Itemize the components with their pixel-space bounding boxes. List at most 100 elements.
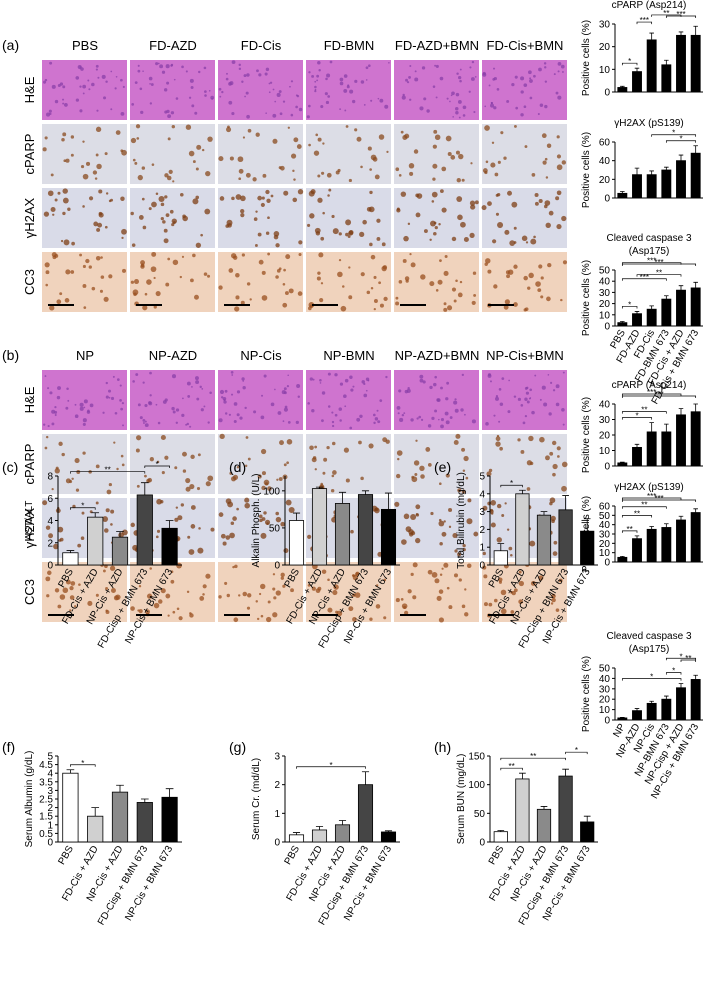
stain-dot xyxy=(272,612,278,618)
stain-dot xyxy=(151,251,157,257)
stain-dot xyxy=(240,208,245,214)
stain-dot xyxy=(360,165,363,169)
stain-dot xyxy=(112,375,115,378)
stain-dot xyxy=(47,570,52,576)
stain-dot xyxy=(144,403,148,408)
stain-dot xyxy=(277,411,282,415)
stain-dot xyxy=(181,65,184,69)
bar xyxy=(661,698,672,721)
stain-dot xyxy=(134,81,138,85)
stain-dot xyxy=(191,104,195,108)
y-tick-label: 100 xyxy=(263,486,280,497)
x-tick-label: NP-Cis + BMN 673 xyxy=(123,844,175,923)
stain-dot xyxy=(370,254,376,260)
stain-dot xyxy=(372,156,378,162)
stain-dot xyxy=(561,160,567,165)
error-bar xyxy=(678,515,684,520)
error-bar xyxy=(678,31,684,36)
stain-dot xyxy=(95,64,99,68)
stain-dot xyxy=(459,280,463,284)
stain-dot xyxy=(482,565,487,570)
y-axis-label: Positive cells (%) xyxy=(581,260,592,336)
stain-dot xyxy=(435,96,438,99)
error-bar xyxy=(91,512,100,518)
stain-dot xyxy=(410,418,414,422)
stain-dot xyxy=(66,387,69,390)
stain-dot xyxy=(63,239,70,246)
stain-dot xyxy=(352,593,356,597)
stain-dot xyxy=(493,284,498,289)
stain-dot xyxy=(260,415,265,420)
stain-dot xyxy=(205,170,211,177)
stain-dot xyxy=(435,289,439,292)
error-bar xyxy=(634,443,640,448)
bar xyxy=(632,446,642,467)
significance-label: ** xyxy=(634,510,640,519)
y-tick-label: 40 xyxy=(599,520,611,531)
stain-dot xyxy=(340,305,347,312)
error-bar xyxy=(497,830,505,832)
stain-dot xyxy=(144,292,148,296)
chart-title: γH2AX (pS139) xyxy=(614,482,683,493)
stain-dot xyxy=(121,236,124,240)
stain-dot xyxy=(488,602,493,607)
stain-dot xyxy=(229,532,235,539)
row-label: H&E xyxy=(22,386,37,413)
stain-dot xyxy=(377,420,381,424)
stain-dot xyxy=(234,306,240,312)
stain-dot xyxy=(62,211,66,216)
stain-dot xyxy=(170,111,175,115)
stain-dot xyxy=(115,75,118,78)
stain-dot xyxy=(520,113,524,117)
stain-dot xyxy=(409,98,412,101)
stain-dot xyxy=(366,290,371,295)
stain-dot xyxy=(493,67,496,70)
stain-dot xyxy=(451,91,455,96)
stain-dot xyxy=(316,79,319,82)
stain-dot xyxy=(352,574,359,581)
stain-dot xyxy=(121,149,127,156)
error-bar xyxy=(384,492,393,510)
stain-dot xyxy=(451,236,457,242)
stain-dot xyxy=(208,89,211,92)
stain-dot xyxy=(110,108,113,111)
significance-label: * xyxy=(156,460,159,469)
stain-dot xyxy=(120,407,124,411)
y-tick-label: 6 xyxy=(47,494,53,505)
stain-dot xyxy=(222,396,227,401)
y-tick-label: 20 xyxy=(599,539,611,550)
histology-image xyxy=(130,124,215,184)
stain-dot xyxy=(105,508,110,513)
stain-dot xyxy=(293,178,296,181)
stain-dot xyxy=(224,581,228,585)
error-bar xyxy=(519,489,526,494)
stain-dot xyxy=(500,608,507,615)
stain-dot xyxy=(255,210,258,213)
row-label: cPARP xyxy=(22,444,37,485)
stain-dot xyxy=(205,573,211,579)
error-bar xyxy=(634,167,640,175)
stain-dot xyxy=(332,228,339,235)
stain-dot xyxy=(79,406,84,411)
stain-dot xyxy=(443,307,448,312)
stain-dot xyxy=(177,515,183,521)
stain-dot xyxy=(245,436,249,439)
stain-dot xyxy=(290,153,297,159)
stain-dot xyxy=(347,235,351,238)
significance-label: *** xyxy=(647,388,656,397)
stain-dot xyxy=(410,531,416,536)
stain-dot xyxy=(286,384,290,388)
stain-dot xyxy=(325,77,328,81)
stain-dot xyxy=(546,143,552,148)
stain-dot xyxy=(238,63,241,67)
stain-dot xyxy=(186,381,191,386)
stain-dot xyxy=(360,476,364,481)
stain-dot xyxy=(482,72,487,77)
stain-dot xyxy=(457,292,463,298)
stain-dot xyxy=(400,130,404,134)
stain-dot xyxy=(506,528,510,531)
stain-dot xyxy=(430,511,434,516)
error-bar xyxy=(361,771,370,785)
stain-dot xyxy=(545,455,550,461)
stain-dot xyxy=(311,586,316,591)
